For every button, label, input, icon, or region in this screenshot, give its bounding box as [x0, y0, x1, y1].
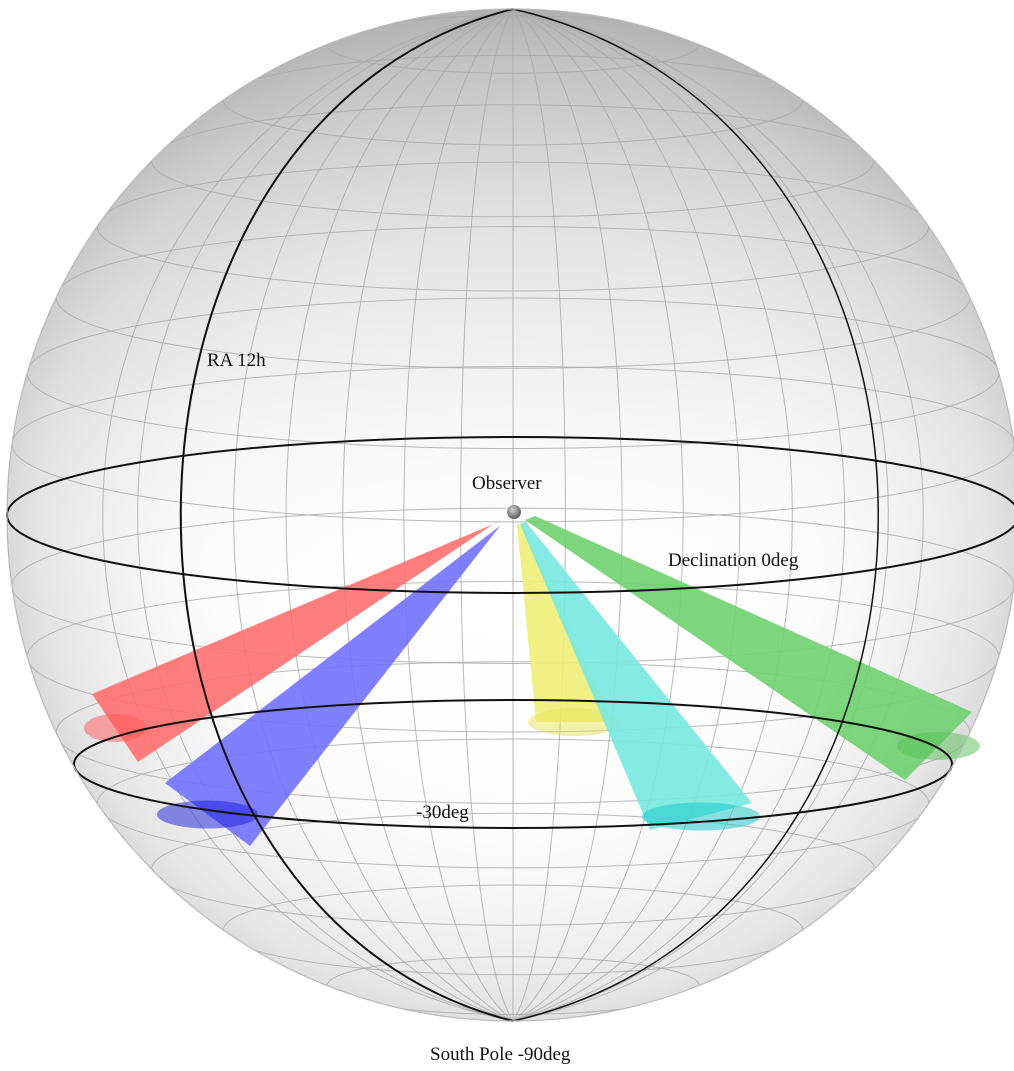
- longitude-line: [233, 9, 514, 1021]
- survey-fields: [84, 516, 980, 846]
- survey-field-wedge: [520, 522, 752, 830]
- observer-label: Observer: [472, 473, 542, 494]
- south-pole-label: South Pole -90deg: [430, 1044, 571, 1065]
- survey-field-dense-end: [528, 708, 620, 736]
- survey-field-wedge: [525, 516, 972, 780]
- longitude-line: [512, 9, 793, 1021]
- declination-minus30-label: -30deg: [416, 802, 469, 823]
- survey-field-dense-end: [84, 714, 146, 742]
- declination-zero-label: Declination 0deg: [668, 550, 799, 571]
- longitude-line: [102, 9, 514, 1021]
- longitude-line: [512, 9, 846, 1021]
- survey-field-wedge: [92, 520, 503, 762]
- longitude-line: [460, 9, 514, 1021]
- ra-label: RA 12h: [207, 350, 266, 371]
- longitude-line: [285, 9, 514, 1021]
- longitude-line: [512, 9, 566, 1021]
- longitude-line: [512, 9, 684, 1021]
- survey-field-wedge: [165, 522, 505, 846]
- longitude-line: [403, 9, 514, 1021]
- survey-field-dense-end: [157, 800, 258, 829]
- longitude-line: [512, 9, 741, 1021]
- observer-marker: [507, 505, 521, 519]
- longitude-line: [137, 9, 514, 1021]
- longitude-line: [512, 9, 623, 1021]
- longitude-line: [342, 9, 514, 1021]
- ra-0h-meridian: [512, 8, 879, 1022]
- sphere-outline: [6, 8, 1014, 1022]
- ra-12h-meridian: [179, 8, 514, 1022]
- declination-minus30-circle: [73, 699, 953, 829]
- longitude-line: [512, 9, 924, 1021]
- survey-field-dense-end: [642, 802, 760, 831]
- longitude-line: [512, 9, 889, 1021]
